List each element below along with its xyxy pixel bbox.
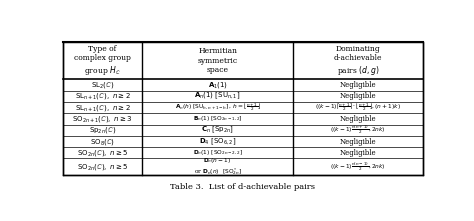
Text: $\mathbf{C}_n\ [\mathrm{Sp}_{2n}]$: $\mathbf{C}_n\ [\mathrm{Sp}_{2n}]$ xyxy=(201,125,234,135)
Text: $((k-1)\frac{n(n-1)}{2},2nk)$: $((k-1)\frac{n(n-1)}{2},2nk)$ xyxy=(330,160,386,173)
Text: Negligible: Negligible xyxy=(340,115,376,123)
Text: Negligible: Negligible xyxy=(340,81,376,89)
Text: $\mathbf{D}_n(n-1)$
or $\mathbf{D}_n(n)\ \ [\mathrm{SO}^*_{2n}]$: $\mathbf{D}_n(n-1)$ or $\mathbf{D}_n(n)\… xyxy=(194,156,242,177)
Text: $\mathrm{SO}_{2n}(\mathbb{C}),\ n\geq 5$: $\mathrm{SO}_{2n}(\mathbb{C}),\ n\geq 5$ xyxy=(77,162,128,171)
Text: $\mathrm{SO}_8(\mathbb{C})$: $\mathrm{SO}_8(\mathbb{C})$ xyxy=(90,137,115,147)
Text: $\mathrm{SO}_{2n+1}(\mathbb{C}),\ n\geq 3$: $\mathrm{SO}_{2n+1}(\mathbb{C}),\ n\geq … xyxy=(72,114,133,124)
Text: $\mathrm{Sp}_{2n}(\mathbb{C})$: $\mathrm{Sp}_{2n}(\mathbb{C})$ xyxy=(89,125,116,135)
Text: Negligible: Negligible xyxy=(340,137,376,145)
Text: $((k-1)\frac{n(n+1)}{2},2nk)$: $((k-1)\frac{n(n+1)}{2},2nk)$ xyxy=(330,124,386,136)
Text: $\mathrm{SL}_{n+1}(\mathbb{C}),\ n\geq 2$: $\mathrm{SL}_{n+1}(\mathbb{C}),\ n\geq 2… xyxy=(74,91,130,101)
Text: $\mathrm{SL}_{n+1}(\mathbb{C}),\ n\geq 2$: $\mathrm{SL}_{n+1}(\mathbb{C}),\ n\geq 2… xyxy=(74,103,130,112)
Text: $\mathbf{D}_n(1)\ [\mathrm{SO}_{2n-2,2}]$: $\mathbf{D}_n(1)\ [\mathrm{SO}_{2n-2,2}]… xyxy=(192,149,243,157)
Text: Table 3.  List of d-achievable pairs: Table 3. List of d-achievable pairs xyxy=(171,183,315,191)
Text: Type of
complex group
group $H_{\mathbb{C}}$: Type of complex group group $H_{\mathbb{… xyxy=(74,45,131,76)
Text: $\mathbf{A}_1(1)$: $\mathbf{A}_1(1)$ xyxy=(208,80,228,90)
Text: Negligible: Negligible xyxy=(340,149,376,157)
Text: $\mathbf{A}_n(h)\ [\mathrm{SU}_{h,n+1-h}],\ h=\lfloor\frac{n+1}{2}\rfloor$: $\mathbf{A}_n(h)\ [\mathrm{SU}_{h,n+1-h}… xyxy=(175,102,261,113)
Text: Negligible: Negligible xyxy=(340,92,376,100)
Text: $\mathbf{D}_4\ [\mathrm{SO}_{6,2}]$: $\mathbf{D}_4\ [\mathrm{SO}_{6,2}]$ xyxy=(199,136,237,147)
Text: $\mathbf{B}_n(1)\ [\mathrm{SO}_{2n-1,2}]$: $\mathbf{B}_n(1)\ [\mathrm{SO}_{2n-1,2}]… xyxy=(193,115,243,123)
Text: Hermitian
symmetric
space: Hermitian symmetric space xyxy=(198,47,238,74)
Text: $((k-1)\lceil\frac{n+1}{2}\rceil\cdot\lfloor\frac{n+1}{2}\rfloor,(n+1)k)$: $((k-1)\lceil\frac{n+1}{2}\rceil\cdot\lf… xyxy=(315,102,401,113)
Text: $\mathbf{A}_n(1)\ [\mathrm{SU}_{n,1}]$: $\mathbf{A}_n(1)\ [\mathrm{SU}_{n,1}]$ xyxy=(194,91,241,101)
Text: $\mathrm{SO}_{2n}(\mathbb{C}),\ n\geq 5$: $\mathrm{SO}_{2n}(\mathbb{C}),\ n\geq 5$ xyxy=(77,148,128,158)
Text: Dominating
d-achievable
pairs $(d, g)$: Dominating d-achievable pairs $(d, g)$ xyxy=(334,45,383,76)
Text: $\mathrm{SL}_2(\mathbb{C})$: $\mathrm{SL}_2(\mathbb{C})$ xyxy=(91,80,114,90)
